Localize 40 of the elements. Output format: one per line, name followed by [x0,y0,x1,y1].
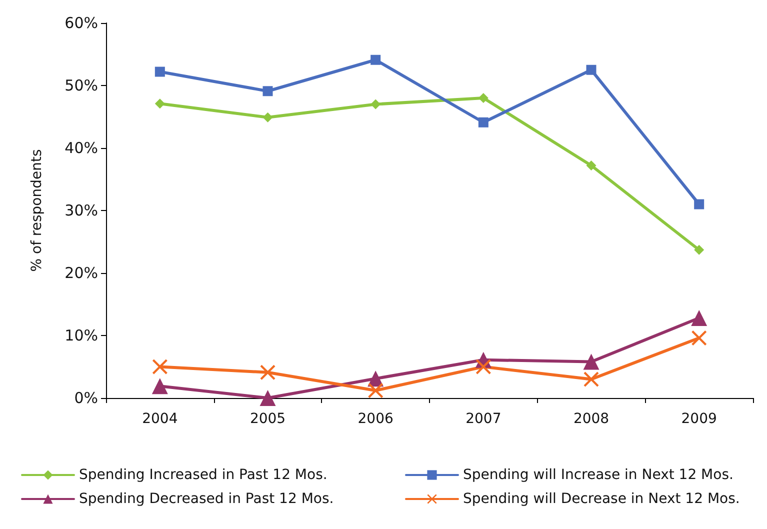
point [262,86,273,96]
point [476,359,491,374]
x-tick-label: 2005 [250,411,286,427]
point [152,359,168,374]
y-tick-label: 40% [64,139,98,157]
point [586,64,596,75]
y-tick-label: 30% [64,202,98,220]
point [692,330,707,346]
x-tick-label: 2004 [142,411,178,427]
point [583,354,600,370]
point [586,160,596,170]
x-tick-label: 2008 [573,411,610,427]
x-tick-label: 2007 [466,411,502,427]
point [478,117,488,128]
y-tick-label: 10% [64,326,98,344]
legend-label: Spending will Decrease in Next 12 Mos. [463,491,740,507]
point [154,66,165,77]
point [262,112,273,122]
y-tick-label: 20% [64,264,98,282]
point [368,383,384,398]
point [154,98,165,109]
point [152,378,168,394]
legend-label: Spending Decreased in Past 12 Mos. [79,491,334,507]
y-tick-label: 0% [74,389,98,407]
legend-label: Spending Increased in Past 12 Mos. [79,467,328,483]
point [260,364,276,380]
y-tick-label: 50% [64,76,98,94]
point [370,54,381,65]
point [260,390,276,406]
point [370,99,381,110]
point [694,199,704,210]
point [478,93,488,103]
point [694,244,704,255]
y-tick-label: 60% [64,14,98,32]
legend-label: Spending will Increase in Next 12 Mos. [463,467,734,483]
point [584,372,599,387]
x-tick-label: 2009 [681,411,717,427]
y-axis-title: % of respondents [29,149,45,272]
x-tick-label: 2006 [358,411,394,427]
point [691,310,708,326]
